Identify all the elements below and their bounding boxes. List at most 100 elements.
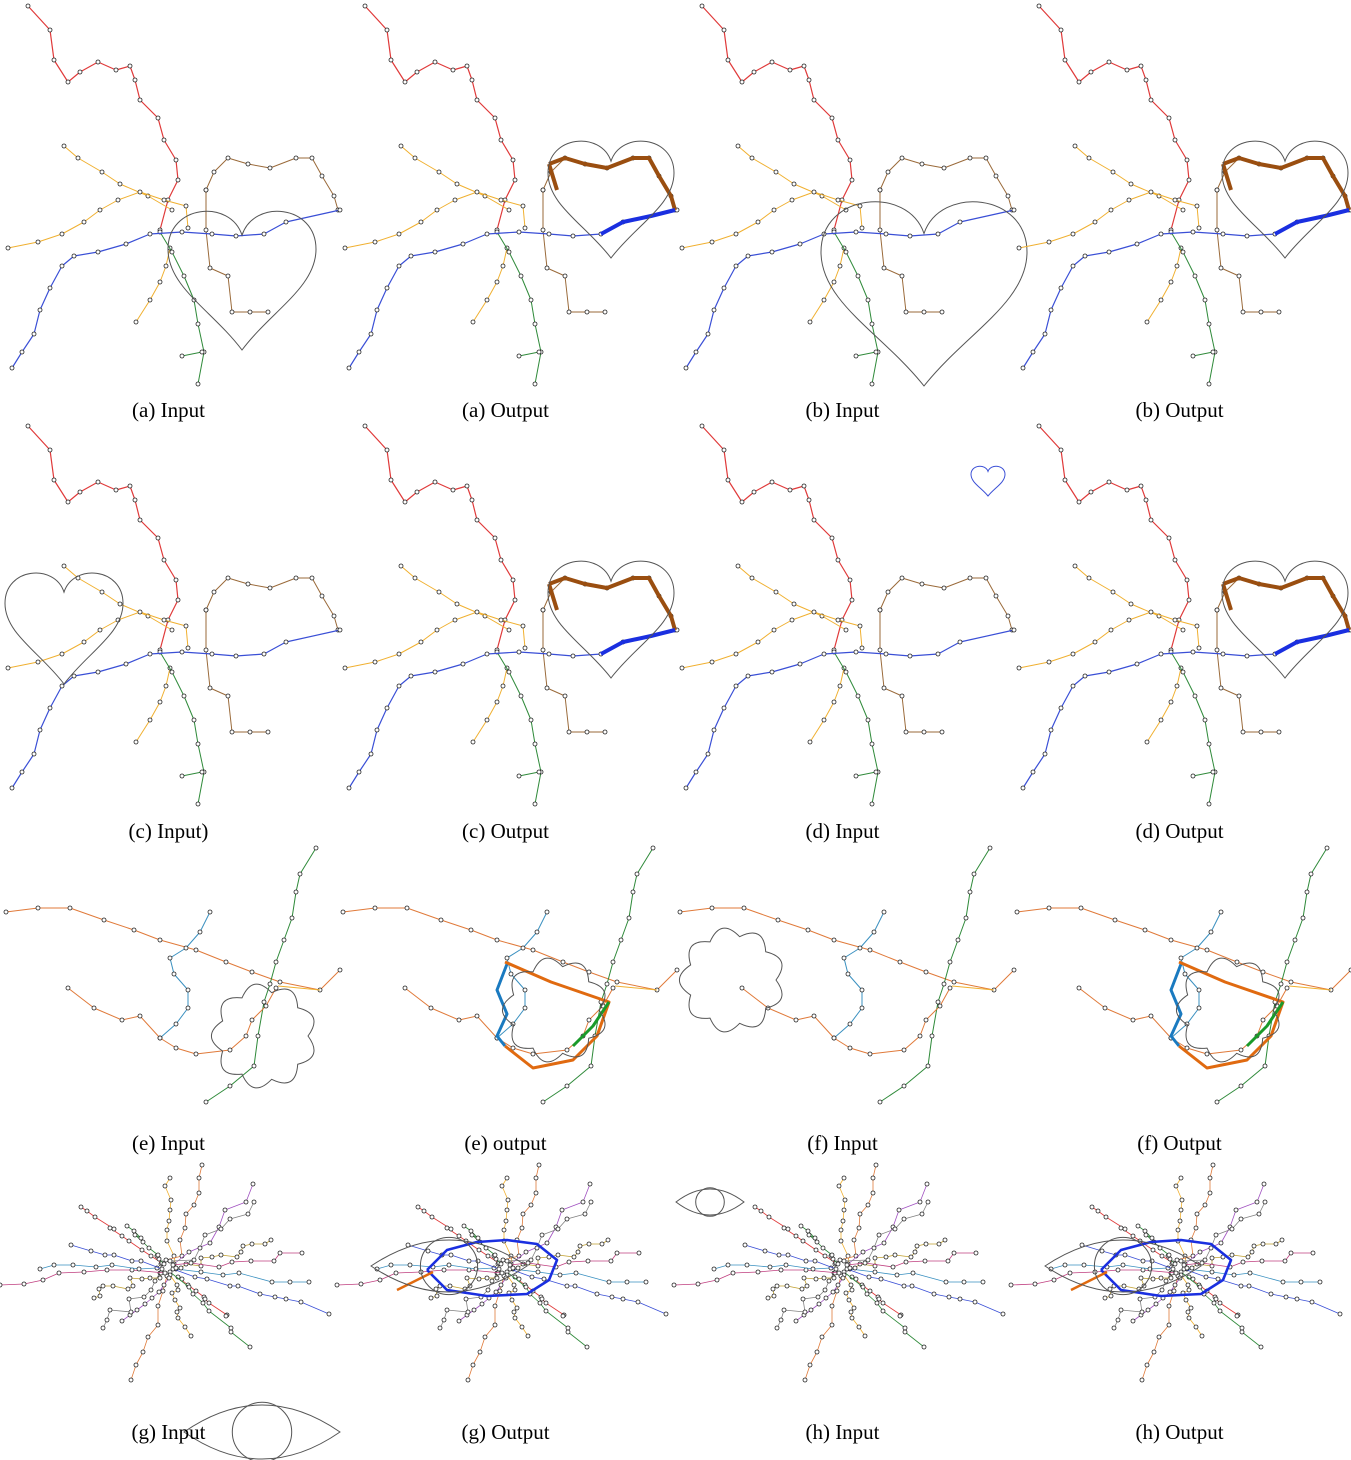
metro-line-station [1209, 1263, 1215, 1269]
orange-line-station [1086, 155, 1092, 161]
metro-line-station [175, 1315, 181, 1321]
orange-line-station [771, 627, 777, 633]
red-line-station [725, 477, 731, 483]
metro-line-station [415, 1204, 421, 1210]
green-line-stub [1192, 771, 1214, 777]
green-line-station [1192, 273, 1198, 279]
blue-line-station [1158, 231, 1164, 237]
metro-line-station [892, 1226, 898, 1232]
metro-line-station [624, 1279, 630, 1285]
orange-line-station [193, 947, 199, 953]
red-line-station [806, 77, 812, 83]
metro-line-station [164, 1238, 170, 1244]
metro-line-station [1171, 1288, 1177, 1294]
teal-line-station [841, 955, 847, 961]
metro-line-station [564, 1283, 570, 1289]
brown-line-station [899, 575, 905, 581]
red-line-station [432, 59, 438, 65]
metro-line-station [140, 1349, 146, 1355]
blue-line-station [147, 651, 153, 657]
dark-orange-line-station [227, 1047, 233, 1053]
metro-line-station [774, 1325, 780, 1331]
metro-line-station [249, 1241, 255, 1247]
brown-line [879, 610, 942, 733]
metro-line-station [1197, 1284, 1203, 1290]
brown-line-station [993, 173, 999, 179]
metro-line-station [198, 1255, 204, 1261]
metro-line-station [111, 1252, 117, 1258]
green-line-station [528, 717, 534, 723]
blue-line-station [797, 661, 803, 667]
red-line-station [137, 517, 143, 523]
metro-line-station [815, 1294, 821, 1300]
metro-line-station [671, 1282, 677, 1288]
red-line-station [512, 597, 518, 603]
metro-line-station [131, 1228, 137, 1234]
metro-line-station [523, 1249, 529, 1255]
brown-line-station [331, 613, 337, 619]
red-line-station [1148, 517, 1154, 523]
red-line-station [1143, 497, 1149, 503]
brown-line-station [939, 729, 945, 735]
orange-line-station [3, 909, 9, 915]
green-line-station [869, 321, 875, 327]
green-line-stub-station [179, 773, 185, 779]
green-line [1216, 847, 1328, 1103]
teal-line-station [207, 909, 213, 915]
orange-line-station [1168, 937, 1174, 943]
brown-line-station [203, 607, 209, 613]
blue-line-station [460, 241, 466, 247]
metro-line-station [157, 1275, 163, 1281]
orange-line-station [867, 947, 873, 953]
blue-line-station [19, 349, 25, 355]
metro-line-station [1120, 1262, 1126, 1268]
green-line-station [1304, 889, 1310, 895]
metro-line [336, 1269, 503, 1286]
metro-line-station [388, 1262, 394, 1268]
metro-line-station [1142, 1228, 1148, 1234]
metro-line-station [942, 1237, 948, 1243]
metro-line-station [892, 1252, 898, 1258]
metro-line-station [1138, 1275, 1144, 1281]
metro-line-station [441, 1317, 447, 1323]
orange-line-station [185, 645, 191, 651]
metro-line-station [799, 1286, 805, 1292]
red-line-station [829, 115, 835, 121]
red-line-station [498, 137, 504, 143]
metro-line-station [1183, 1297, 1189, 1303]
metro-line-station [890, 1264, 896, 1270]
green-line-station [191, 717, 197, 723]
orange-line-station [1288, 979, 1294, 985]
metro-line-station [785, 1252, 791, 1258]
red-line-station [801, 63, 807, 69]
blue-line-station [1030, 769, 1036, 775]
red-line-station [414, 489, 420, 495]
metro-line [130, 1275, 168, 1381]
dark-orange-line-station [610, 985, 616, 991]
teal-line-station [1178, 955, 1184, 961]
metro-line-station [1260, 1241, 1266, 1247]
metro-line [1141, 1275, 1179, 1381]
orange-line-station [1234, 959, 1240, 965]
blue-line-station [59, 263, 65, 269]
orange-line-station [811, 609, 817, 615]
orange-line-station [775, 917, 781, 923]
metro-line-station [272, 1294, 278, 1300]
blue-line-station [374, 727, 380, 733]
metro-line-station [141, 1294, 147, 1300]
orange-line-station [157, 937, 163, 943]
red-line-station [1186, 177, 1192, 183]
teal-line-station [859, 987, 865, 993]
metro-line-station [776, 1252, 782, 1258]
metro-line-station [169, 1290, 175, 1296]
green-line-station [929, 1033, 935, 1039]
metro-line-station [174, 1309, 180, 1315]
teal-line-station [185, 1005, 191, 1011]
brown-line-station [1214, 647, 1220, 653]
brown-line-station [540, 227, 546, 233]
metro-line-station [161, 1282, 167, 1288]
dark-orange-line [404, 987, 614, 1055]
metro-line-station [1150, 1276, 1156, 1282]
metro-line-station [840, 1275, 846, 1281]
metro-map-e-output [340, 845, 680, 1105]
